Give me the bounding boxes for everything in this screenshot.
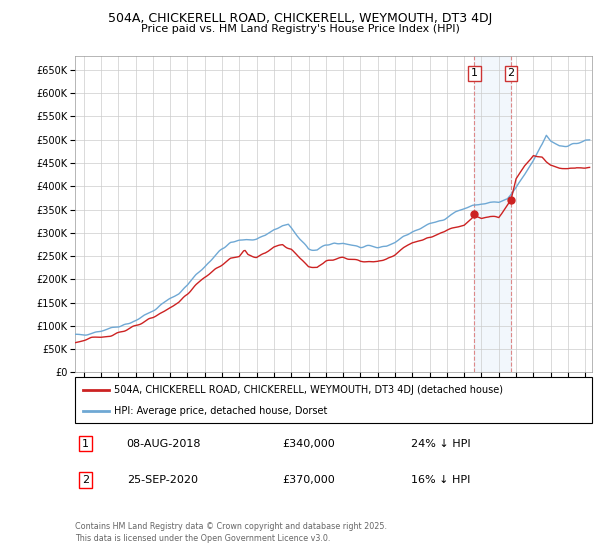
Text: 16% ↓ HPI: 16% ↓ HPI <box>411 475 470 485</box>
Bar <box>474 56 511 372</box>
Text: HPI: Average price, detached house, Dorset: HPI: Average price, detached house, Dors… <box>114 407 327 416</box>
Text: 504A, CHICKERELL ROAD, CHICKERELL, WEYMOUTH, DT3 4DJ (detached house): 504A, CHICKERELL ROAD, CHICKERELL, WEYMO… <box>114 385 503 395</box>
Text: 2: 2 <box>82 475 89 485</box>
Text: 25-SEP-2020: 25-SEP-2020 <box>127 475 198 485</box>
Text: £340,000: £340,000 <box>282 438 335 449</box>
Text: Contains HM Land Registry data © Crown copyright and database right 2025.
This d: Contains HM Land Registry data © Crown c… <box>75 522 387 543</box>
Text: 1: 1 <box>471 68 478 78</box>
Text: 1: 1 <box>82 438 89 449</box>
Text: 08-AUG-2018: 08-AUG-2018 <box>127 438 201 449</box>
Text: 504A, CHICKERELL ROAD, CHICKERELL, WEYMOUTH, DT3 4DJ: 504A, CHICKERELL ROAD, CHICKERELL, WEYMO… <box>108 12 492 25</box>
Text: 24% ↓ HPI: 24% ↓ HPI <box>411 438 471 449</box>
Text: £370,000: £370,000 <box>282 475 335 485</box>
Text: Price paid vs. HM Land Registry's House Price Index (HPI): Price paid vs. HM Land Registry's House … <box>140 24 460 34</box>
Text: 2: 2 <box>508 68 515 78</box>
